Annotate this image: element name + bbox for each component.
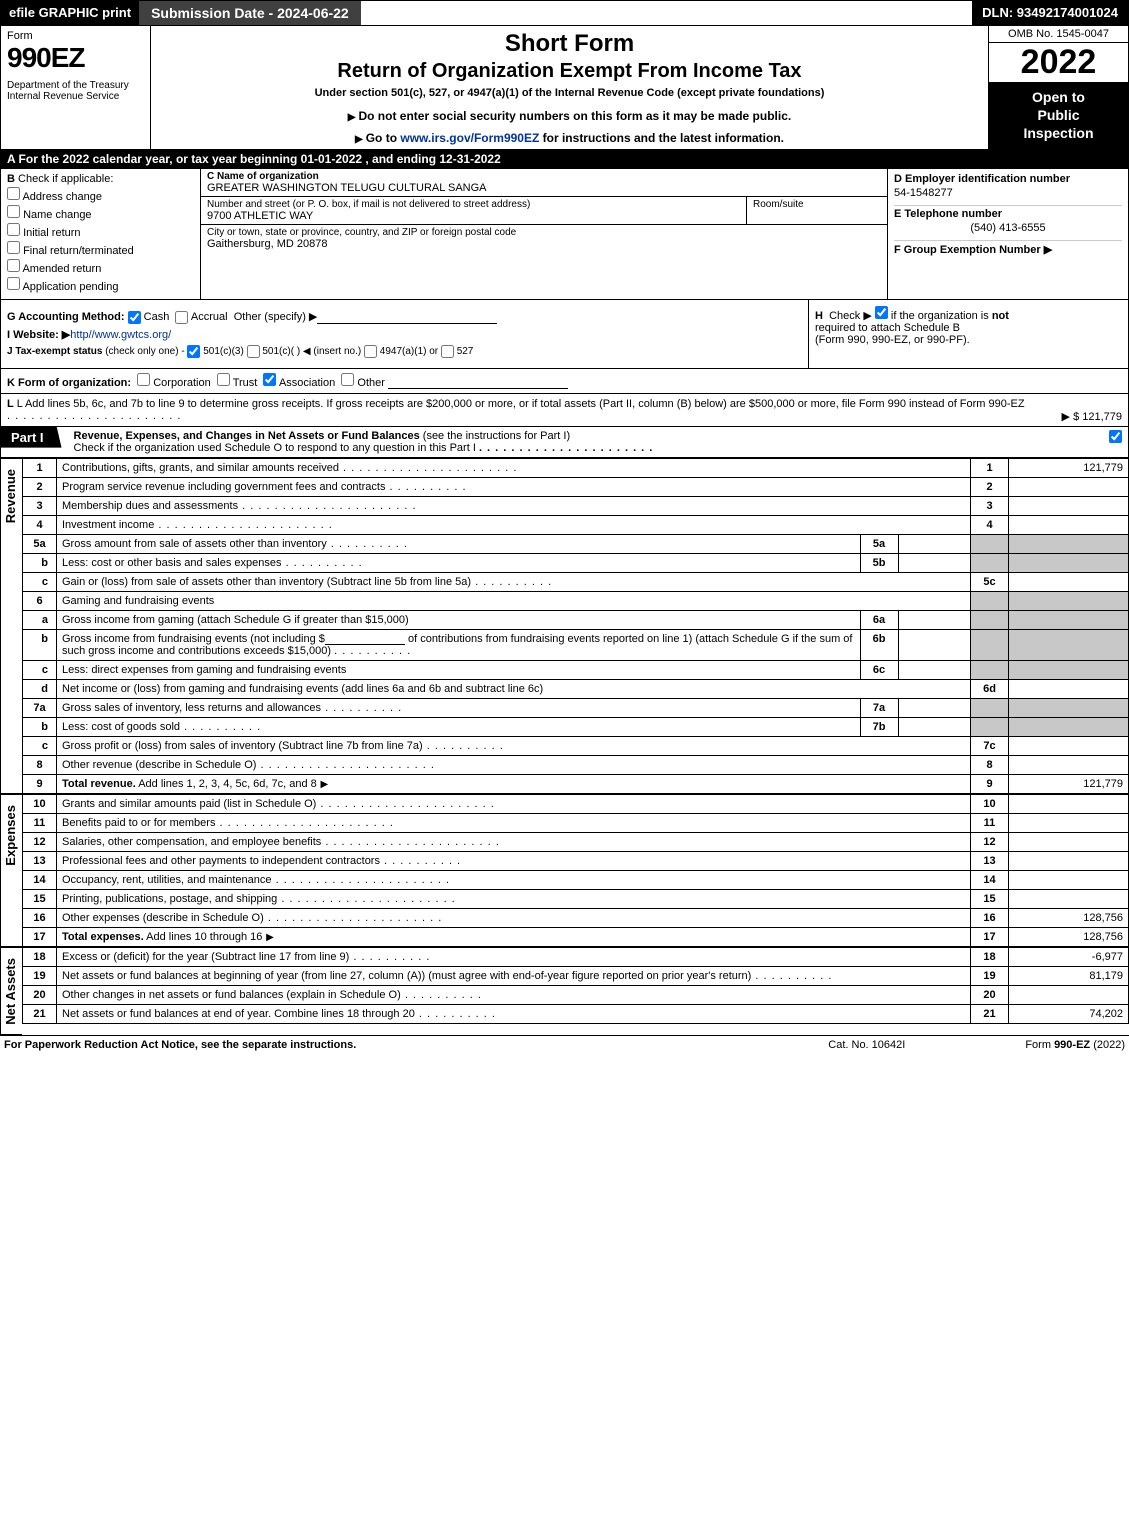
tel-header: E Telephone number — [894, 205, 1122, 220]
ein-value: 54-1548277 — [894, 187, 1122, 199]
net-assets-table: 18Excess or (deficit) for the year (Subt… — [22, 947, 1129, 1024]
cb-assoc[interactable] — [263, 373, 276, 386]
accounting-method: G Accounting Method: Cash Accrual Other … — [7, 310, 802, 324]
box-b-letter: B — [7, 173, 15, 185]
tel-value: (540) 413-6555 — [894, 222, 1122, 234]
cb-schedule-b[interactable] — [875, 306, 888, 319]
go-to-link: Go to www.irs.gov/Form990EZ for instruct… — [159, 131, 980, 145]
cb-501c3[interactable] — [187, 345, 200, 358]
cb-accrual[interactable] — [175, 311, 188, 324]
room-header: Room/suite — [747, 197, 887, 224]
cb-amended-return[interactable]: Amended return — [7, 259, 194, 275]
row-k: K Form of organization: Corporation Trus… — [0, 369, 1129, 394]
cb-other-org[interactable] — [341, 373, 354, 386]
line9-amt: 121,779 — [1009, 774, 1129, 793]
net-assets-section: Net Assets 18Excess or (deficit) for the… — [0, 947, 1129, 1036]
title-short-form: Short Form — [159, 30, 980, 58]
cb-cash[interactable] — [128, 311, 141, 324]
form-number: 990EZ — [7, 42, 144, 74]
title-return: Return of Organization Exempt From Incom… — [159, 60, 980, 83]
row-a-tax-year: A For the 2022 calendar year, or tax yea… — [0, 150, 1129, 169]
part1-header: Part I Revenue, Expenses, and Changes in… — [0, 427, 1129, 458]
line18-amt: -6,977 — [1009, 947, 1129, 966]
gross-receipts: ▶ $ 121,779 — [1062, 410, 1122, 423]
omb-number: OMB No. 1545-0047 — [989, 26, 1128, 43]
line17-amt: 128,756 — [1009, 927, 1129, 946]
cb-name-change[interactable]: Name change — [7, 205, 194, 221]
paperwork-notice: For Paperwork Reduction Act Notice, see … — [4, 1039, 828, 1051]
website-link[interactable]: http//www.gwtcs.org/ — [70, 329, 171, 341]
cb-schedule-o-part1[interactable] — [1109, 430, 1122, 443]
cb-501c[interactable] — [247, 345, 260, 358]
line19-amt: 81,179 — [1009, 966, 1129, 985]
tax-exempt-status: J Tax-exempt status (check only one) - 5… — [7, 345, 802, 358]
city-header: City or town, state or province, country… — [207, 227, 881, 238]
revenue-table: 1Contributions, gifts, grants, and simil… — [22, 458, 1129, 794]
cb-4947[interactable] — [364, 345, 377, 358]
revenue-sidebar: Revenue — [1, 459, 20, 533]
cat-no: Cat. No. 10642I — [828, 1039, 905, 1051]
part1-tab: Part I — [1, 427, 62, 448]
top-bar: efile GRAPHIC print Submission Date - 20… — [0, 0, 1129, 26]
cb-corp[interactable] — [137, 373, 150, 386]
box-h: H Check ▶ if the organization is not req… — [808, 300, 1128, 368]
line1-amt: 121,779 — [1009, 458, 1129, 477]
form-label: Form — [7, 30, 144, 42]
net-assets-sidebar: Net Assets — [1, 948, 20, 1035]
street-value: 9700 ATHLETIC WAY — [207, 210, 740, 222]
expenses-table: 10Grants and similar amounts paid (list … — [22, 794, 1129, 947]
cb-final-return[interactable]: Final return/terminated — [7, 241, 194, 257]
group-exemption: F Group Exemption Number ▶ — [894, 240, 1122, 256]
city-value: Gaithersburg, MD 20878 — [207, 238, 881, 250]
page-footer: For Paperwork Reduction Act Notice, see … — [0, 1035, 1129, 1054]
open-to-public: Open toPublicInspection — [989, 82, 1128, 149]
row-g-h: G Accounting Method: Cash Accrual Other … — [0, 299, 1129, 369]
ein-header: D Employer identification number — [894, 173, 1122, 185]
ssn-notice: Do not enter social security numbers on … — [159, 109, 980, 123]
cb-address-change[interactable]: Address change — [7, 187, 194, 203]
form-footer: Form 990-EZ (2022) — [1025, 1039, 1125, 1051]
cb-initial-return[interactable]: Initial return — [7, 223, 194, 239]
submission-date: Submission Date - 2024-06-22 — [139, 1, 361, 25]
line21-amt: 74,202 — [1009, 1004, 1129, 1023]
row-l: L L Add lines 5b, 6c, and 7b to line 9 t… — [0, 394, 1129, 427]
dept-label: Department of the Treasury Internal Reve… — [7, 80, 144, 102]
form-header: Form 990EZ Department of the Treasury In… — [0, 26, 1129, 150]
dln: DLN: 93492174001024 — [972, 1, 1128, 25]
org-name: GREATER WASHINGTON TELUGU CULTURAL SANGA — [207, 182, 881, 194]
website-row: I Website: ▶http//www.gwtcs.org/ — [7, 328, 802, 341]
irs-link[interactable]: www.irs.gov/Form990EZ — [400, 131, 539, 145]
revenue-section: Revenue 1Contributions, gifts, grants, a… — [0, 458, 1129, 794]
street-header: Number and street (or P. O. box, if mail… — [207, 199, 740, 210]
cb-trust[interactable] — [217, 373, 230, 386]
box-b-label: Check if applicable: — [18, 173, 113, 185]
box-c-name-header: C Name of organization — [207, 171, 881, 182]
info-box: B Check if applicable: Address change Na… — [0, 169, 1129, 299]
cb-application-pending[interactable]: Application pending — [7, 277, 194, 293]
efile-label[interactable]: efile GRAPHIC print — [1, 1, 139, 25]
tax-year: 2022 — [989, 43, 1128, 82]
cb-527[interactable] — [441, 345, 454, 358]
subtitle: Under section 501(c), 527, or 4947(a)(1)… — [159, 87, 980, 99]
line16-amt: 128,756 — [1009, 908, 1129, 927]
expenses-sidebar: Expenses — [1, 795, 20, 876]
expenses-section: Expenses 10Grants and similar amounts pa… — [0, 794, 1129, 947]
